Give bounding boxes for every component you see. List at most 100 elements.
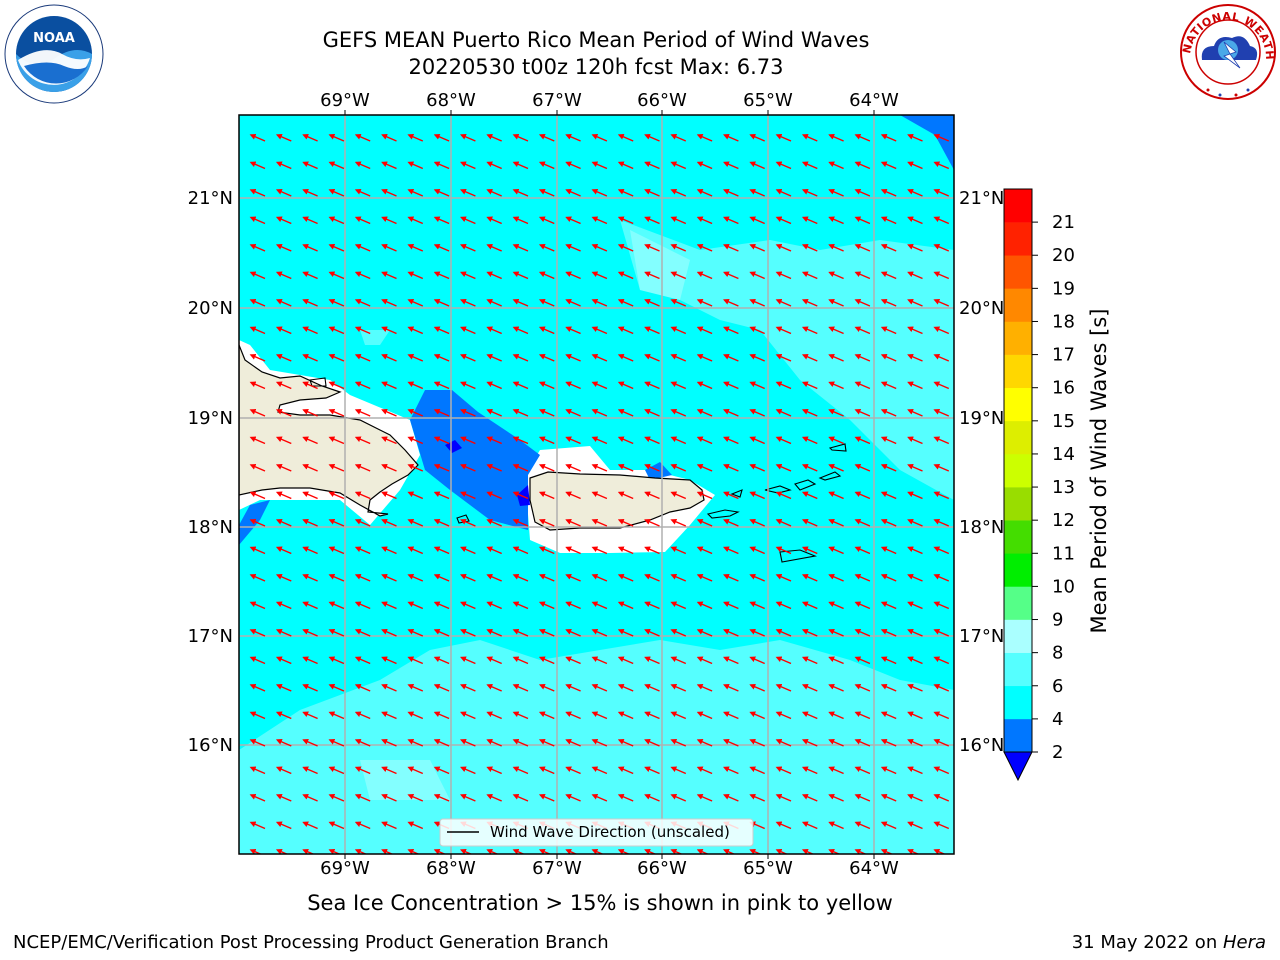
- wind-wave-arrow: [828, 134, 844, 142]
- colorbar-segment: [1004, 586, 1032, 620]
- colorbar-segment: [1004, 520, 1032, 554]
- wind-wave-arrow: [538, 216, 555, 225]
- wind-wave-arrow: [407, 326, 424, 335]
- wind-wave-arrow: [696, 684, 713, 692]
- lat-label-right: 19°N: [959, 408, 1004, 429]
- colorbar-segment: [1004, 420, 1032, 455]
- wind-wave-arrow: [801, 326, 818, 335]
- wind-wave-arrow: [828, 684, 844, 692]
- wind-wave-arrow: [275, 849, 289, 854]
- wind-wave-arrow: [486, 684, 502, 692]
- wind-wave-arrow: [880, 436, 897, 445]
- wind-wave-arrow: [644, 601, 660, 610]
- wind-wave-arrow: [617, 491, 634, 500]
- colorbar-tick-label: 16: [1052, 378, 1075, 399]
- wind-wave-arrow: [644, 519, 660, 527]
- wind-wave-arrow: [907, 519, 923, 527]
- wind-wave-arrow: [512, 629, 529, 637]
- wind-wave-arrow: [644, 326, 660, 335]
- wind-wave-arrow: [460, 161, 476, 170]
- wind-wave-arrow: [591, 574, 608, 582]
- wind-wave-arrow: [407, 491, 424, 500]
- wind-wave-arrow: [828, 519, 844, 527]
- wind-wave-arrow: [880, 739, 897, 747]
- wind-wave-arrow: [433, 354, 450, 362]
- wind-wave-arrow: [538, 326, 555, 335]
- wind-wave-arrow: [433, 326, 450, 335]
- wind-wave-arrow: [828, 491, 844, 500]
- colorbar-tick-label: 4: [1052, 709, 1063, 730]
- wind-wave-arrow: [907, 189, 923, 197]
- wind-wave-arrow: [354, 574, 371, 582]
- wind-wave-arrow: [670, 546, 687, 555]
- wind-wave-arrow: [670, 354, 687, 362]
- wind-wave-arrow: [302, 821, 318, 830]
- wind-wave-arrow: [381, 354, 397, 362]
- wind-wave-arrow: [486, 216, 502, 225]
- wind-wave-arrow: [723, 271, 739, 280]
- wind-wave-arrow: [854, 244, 871, 252]
- wind-wave-arrow: [354, 629, 371, 637]
- sea-ice-note: Sea Ice Concentration > 15% is shown in …: [307, 891, 893, 915]
- wind-wave-arrow: [538, 409, 555, 417]
- wind-wave-arrow: [460, 739, 476, 747]
- wind-wave-arrow: [696, 216, 713, 225]
- wind-wave-arrow: [749, 629, 765, 637]
- colorbar-tick-label: 20: [1052, 245, 1075, 266]
- wind-wave-arrow: [880, 519, 897, 527]
- lon-label-top: 66°W: [637, 90, 687, 111]
- wind-wave-arrow: [565, 436, 581, 445]
- wind-wave-arrow: [749, 849, 762, 854]
- wind-wave-arrow: [302, 546, 318, 555]
- wind-wave-arrow: [749, 464, 765, 472]
- wind-wave-arrow: [538, 134, 555, 142]
- wind-wave-arrow: [723, 766, 739, 775]
- wind-wave-arrow: [354, 546, 371, 555]
- wind-wave-arrow: [407, 794, 424, 802]
- wind-wave-arrow: [617, 271, 634, 280]
- wind-wave-arrow: [617, 299, 634, 307]
- wind-wave-arrow: [512, 574, 529, 582]
- wind-wave-arrow: [854, 794, 871, 802]
- lon-label-bottom: 66°W: [637, 858, 687, 879]
- lon-label-bottom: 69°W: [320, 858, 370, 879]
- wind-wave-arrow: [275, 574, 292, 582]
- wind-wave-arrow: [249, 656, 266, 665]
- wind-wave-arrow: [801, 739, 818, 747]
- wind-wave-arrow: [591, 381, 608, 390]
- wind-wave-arrow: [854, 409, 871, 417]
- wind-wave-arrow: [801, 189, 818, 197]
- wind-wave-arrow: [775, 684, 792, 692]
- wind-wave-arrow: [670, 849, 683, 854]
- wind-wave-arrow: [565, 189, 581, 197]
- wind-wave-arrow: [328, 574, 345, 582]
- wind-wave-arrow: [328, 326, 345, 335]
- wind-wave-arrow: [460, 629, 476, 637]
- wind-wave-arrow: [775, 189, 792, 197]
- wind-wave-arrow: [854, 161, 871, 170]
- wind-wave-arrow: [512, 354, 529, 362]
- wind-wave-arrow: [723, 491, 739, 500]
- wind-wave-arrow: [617, 436, 634, 445]
- wind-wave-arrow: [565, 244, 581, 252]
- wind-wave-arrow: [617, 711, 634, 720]
- wind-wave-arrow: [749, 271, 765, 280]
- wind-wave-arrow: [565, 409, 581, 417]
- noaa-logo: NOAA: [4, 4, 104, 104]
- wind-wave-arrow: [828, 739, 844, 747]
- wind-wave-arrow: [249, 739, 266, 747]
- wind-wave-arrow: [644, 546, 660, 555]
- wind-wave-arrow: [249, 161, 266, 170]
- wind-wave-arrow: [302, 161, 318, 170]
- wind-wave-arrow: [854, 849, 868, 854]
- wind-wave-arrow: [723, 519, 739, 527]
- wind-wave-arrow: [486, 739, 502, 747]
- wind-wave-arrow: [828, 464, 844, 472]
- wind-wave-arrow: [538, 629, 555, 637]
- wind-wave-arrow: [275, 519, 292, 527]
- wind-wave-arrow: [907, 491, 923, 500]
- wind-wave-arrow: [381, 464, 397, 472]
- wind-wave-arrow: [275, 794, 292, 802]
- wind-wave-arrow: [302, 189, 318, 197]
- wind-wave-arrow: [407, 849, 420, 854]
